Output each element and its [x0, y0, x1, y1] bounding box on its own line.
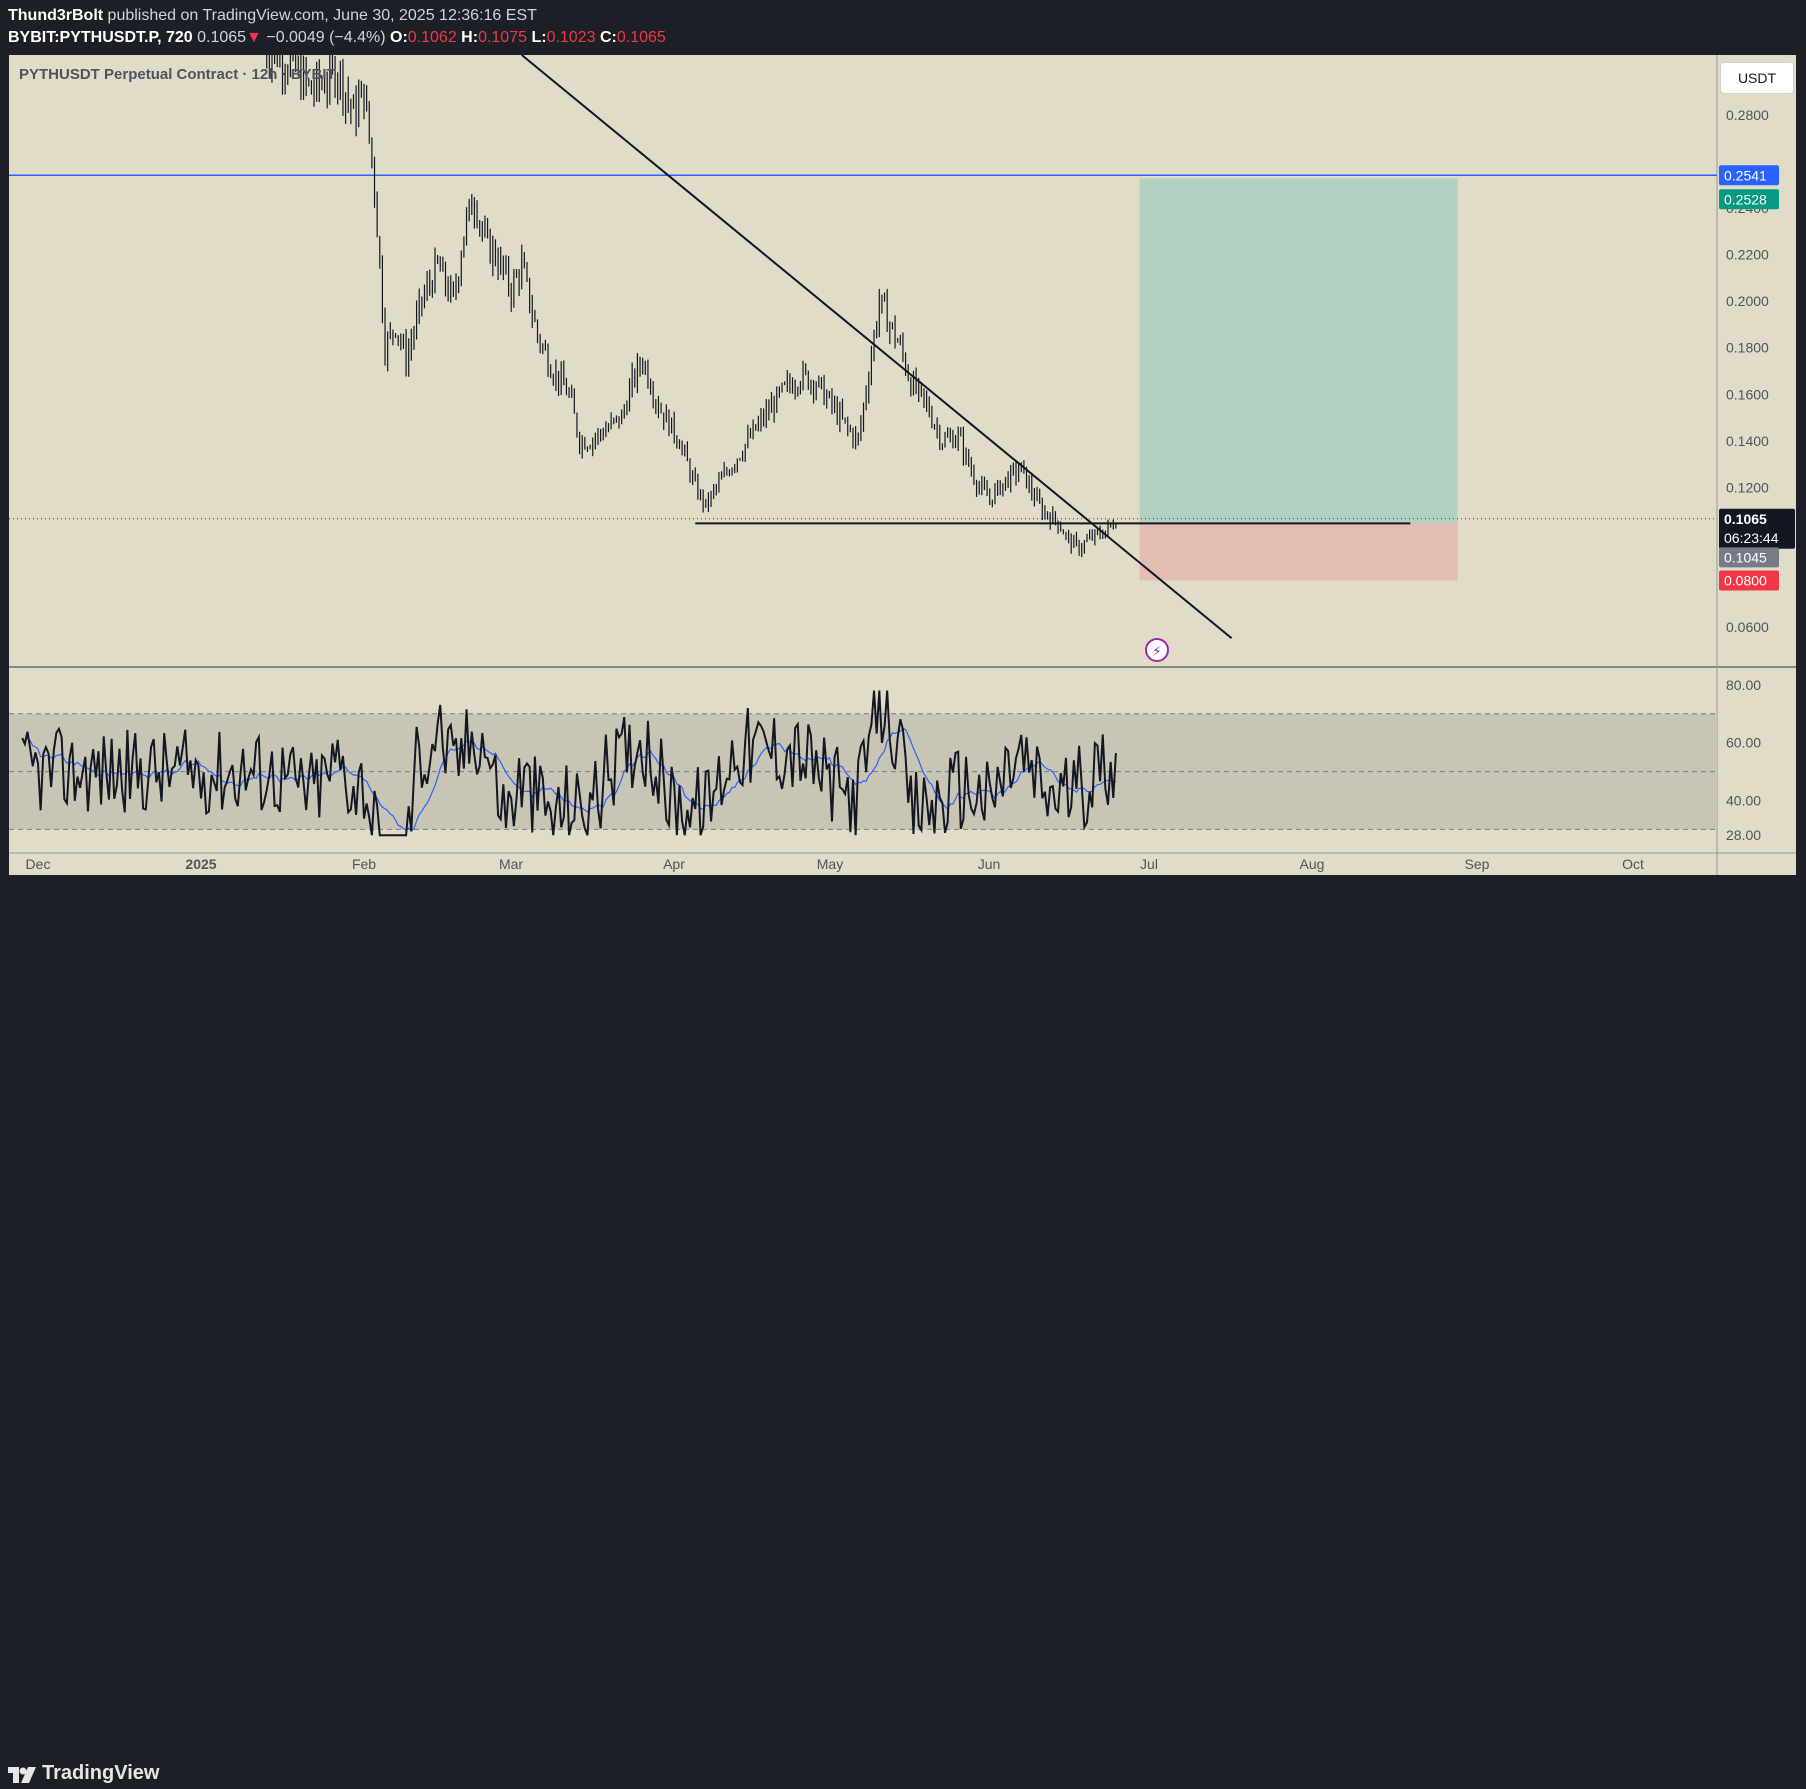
entry-badge-bg — [1719, 547, 1779, 568]
target-zone — [1139, 178, 1458, 524]
brand-text: TradingView — [42, 1762, 160, 1784]
last-price-badge: 0.1065 — [1724, 511, 1767, 527]
tradingview-logo-icon — [8, 1766, 36, 1783]
x-tick-label: Aug — [1300, 856, 1325, 872]
close-label: C: — [599, 29, 617, 46]
footer-bar: TradingView — [0, 875, 1806, 1784]
countdown-badge: 06:23:44 — [1724, 530, 1779, 546]
main-pane — [9, 55, 1717, 667]
open-label: O: — [390, 29, 408, 46]
published-text: published on TradingView.com, June 30, 2… — [107, 7, 537, 24]
rsi-tick-label: 60.00 — [1726, 735, 1761, 751]
chart-legend: PYTHUSDT Perpetual Contract · 12h · BYBI… — [19, 66, 336, 83]
x-tick-label: Mar — [499, 856, 523, 872]
y-tick-label: 0.1800 — [1726, 340, 1769, 356]
ohlc-info: BYBIT:PYTHUSDT.P, 720 0.1065▼ −0.0049 (−… — [8, 29, 666, 47]
close-value: 0.1065 — [616, 29, 666, 46]
open-value: 0.1062 — [407, 29, 457, 46]
entry-price-badge: 0.1045 — [1724, 549, 1767, 565]
x-tick-label: Apr — [663, 856, 685, 872]
publish-info: Thund3rBolt published on TradingView.com… — [8, 7, 537, 25]
price-chart[interactable]: 0.0600 0.1200 0.1400 0.1600 0.1800 0.2000 0.22… — [9, 55, 1796, 875]
rsi-tick-label: 80.00 — [1726, 677, 1761, 693]
high-value: 0.1075 — [478, 29, 527, 46]
stop-price-badge-bg — [1719, 570, 1779, 591]
y-tick-label: 0.2000 — [1726, 293, 1769, 309]
y-tick-label: 0.1200 — [1726, 479, 1769, 495]
y-tick-label: 0.2800 — [1726, 107, 1769, 123]
y-tick-label: 0.2200 — [1726, 247, 1769, 263]
rsi-ma-line — [21, 727, 1117, 832]
event-icon — [1145, 638, 1169, 662]
y-tick-label: 0.1400 — [1726, 433, 1769, 449]
tradingview-logo[interactable]: TradingView — [8, 1762, 159, 1785]
x-tick-label: Feb — [352, 856, 376, 872]
trendline — [521, 55, 1233, 639]
x-tick-label: Dec — [26, 856, 51, 872]
header-bar: Thund3rBolt published on TradingView.com… — [0, 0, 1806, 55]
y-tick-label: 0.0600 — [1726, 619, 1769, 635]
hline-price-badge-bg — [1719, 165, 1779, 186]
rsi-tick-label: 40.00 — [1726, 793, 1761, 809]
y-tick-label: 0.1600 — [1726, 386, 1769, 402]
x-tick-label: May — [817, 856, 843, 872]
rsi-tick-label: 28.00 — [1726, 827, 1761, 843]
last-badge-bg — [1719, 508, 1795, 549]
stop-zone — [1139, 523, 1458, 581]
stop-price-badge: 0.0800 — [1724, 572, 1767, 588]
author-name[interactable]: Thund3rBolt — [8, 7, 104, 24]
x-tick-label: Oct — [1622, 856, 1644, 872]
x-tick-label: Sep — [1465, 856, 1490, 872]
high-label: H: — [461, 29, 479, 46]
low-label: L: — [531, 29, 547, 46]
hline-price-badge: 0.2541 — [1724, 167, 1767, 183]
target-badge-bg — [1719, 189, 1779, 210]
target-price-badge: 0.2528 — [1724, 191, 1767, 207]
x-tick-label: Jun — [978, 856, 1001, 872]
last-price: 0.1065 — [197, 29, 247, 46]
lightning-icon: ⚡ — [1152, 644, 1162, 660]
symbol-label: BYBIT:PYTHUSDT.P, 720 — [8, 29, 193, 46]
x-tick-label: 2025 — [185, 856, 216, 872]
chart-area[interactable]: 0.0600 0.1200 0.1400 0.1600 0.1800 0.2000 0.22… — [9, 55, 1796, 875]
time-axis — [9, 853, 1796, 875]
price-change: −0.0049 (−4.4%) — [266, 29, 386, 46]
rsi-line — [21, 690, 1117, 837]
low-value: 0.1023 — [546, 29, 596, 46]
currency-button[interactable]: USDT — [1720, 62, 1794, 94]
x-tick-label: Jul — [1140, 856, 1158, 872]
down-arrow-icon: ▼ — [246, 29, 262, 46]
